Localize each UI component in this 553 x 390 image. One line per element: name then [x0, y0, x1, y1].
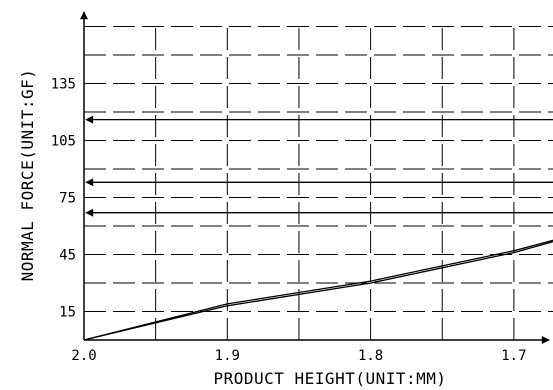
x-tick-label: 1.7	[501, 348, 526, 364]
x-axis-title: PRODUCT HEIGHT(UNIT:MM)	[213, 369, 446, 388]
callout-arrow-layer	[85, 115, 553, 217]
y-tick-label: 75	[59, 191, 76, 207]
y-axis-title: NORMAL FORCE(UNIT:GF)	[18, 69, 37, 282]
series-layer	[83, 239, 553, 341]
grid-layer	[84, 26, 553, 340]
y-tick-label: 105	[51, 134, 76, 150]
y-tick-label: 45	[59, 248, 76, 264]
series-line-loading	[83, 241, 553, 341]
y-tick-label: 135	[51, 77, 76, 93]
x-tick-label: 2.0	[71, 348, 96, 364]
y-tick-label: 15	[59, 305, 76, 321]
label-layer: 2.01.91.81.71.61.51.41.3154575105135PROD…	[18, 69, 527, 388]
series-line-unloading	[83, 239, 553, 341]
x-tick-label: 1.9	[215, 348, 240, 364]
axes-layer	[80, 11, 550, 344]
x-tick-label: 1.8	[358, 348, 383, 364]
